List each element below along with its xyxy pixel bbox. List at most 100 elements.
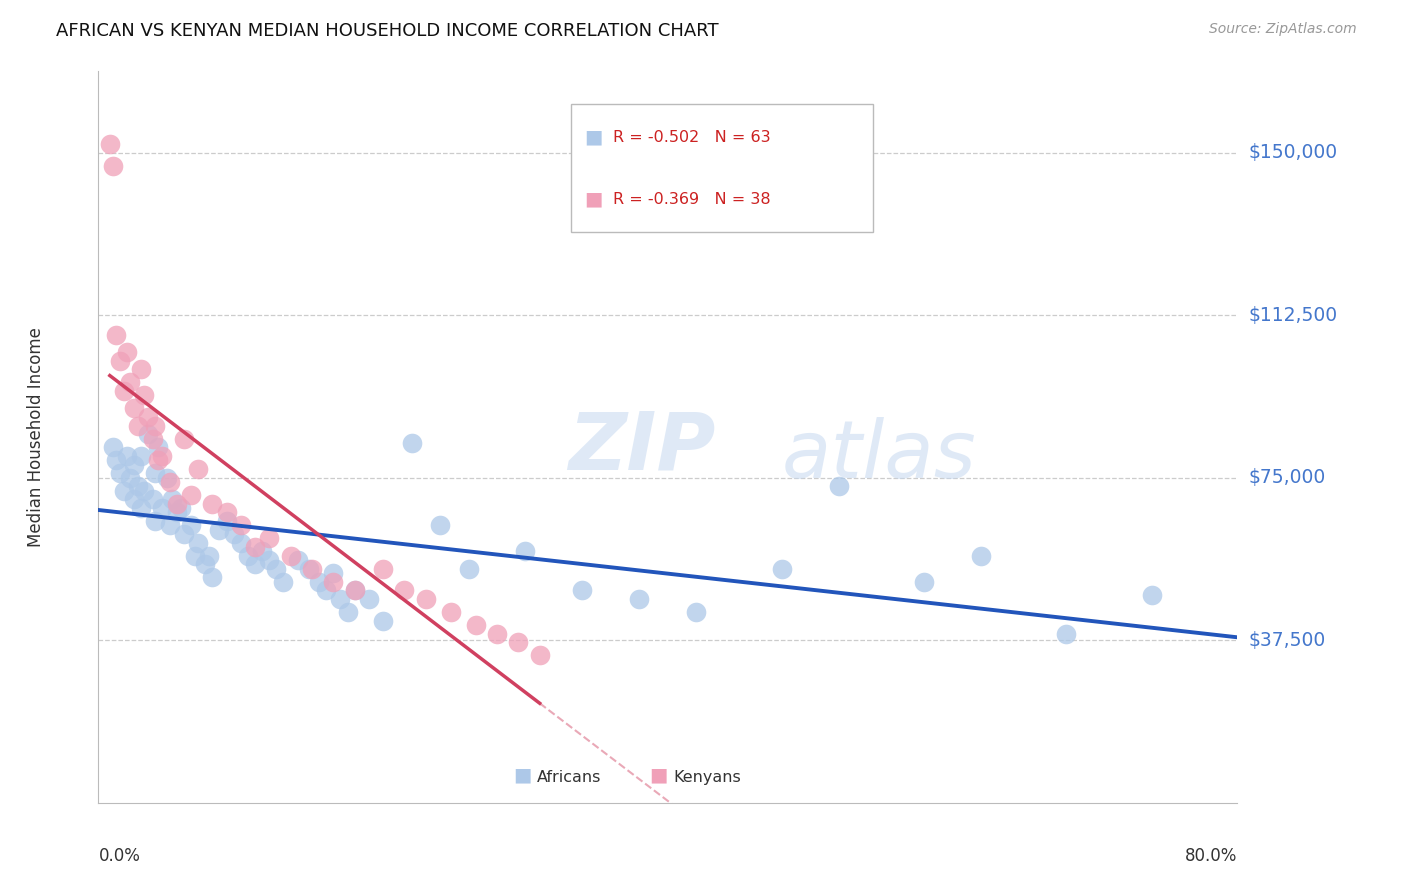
Point	[685, 605, 707, 619]
Point	[166, 505, 188, 519]
Point	[198, 549, 221, 563]
Point	[145, 467, 167, 481]
Point	[173, 527, 195, 541]
Point	[122, 492, 145, 507]
Point	[145, 418, 167, 433]
Point	[141, 492, 163, 507]
Text: Kenyans: Kenyans	[673, 770, 741, 785]
Text: $112,500: $112,500	[1249, 306, 1337, 325]
Text: Africans: Africans	[537, 770, 602, 785]
Point	[343, 583, 366, 598]
Point	[266, 562, 288, 576]
Point	[259, 553, 281, 567]
Point	[194, 558, 217, 572]
Point	[529, 648, 551, 663]
Text: $150,000: $150,000	[1249, 143, 1337, 162]
Point	[243, 558, 266, 572]
Text: 80.0%: 80.0%	[1185, 847, 1237, 864]
Point	[170, 501, 193, 516]
Point	[156, 471, 179, 485]
Point	[184, 549, 207, 563]
Point	[486, 626, 509, 640]
Point	[243, 540, 266, 554]
Point	[129, 362, 152, 376]
Point	[180, 488, 202, 502]
Text: AFRICAN VS KENYAN MEDIAN HOUSEHOLD INCOME CORRELATION CHART: AFRICAN VS KENYAN MEDIAN HOUSEHOLD INCOM…	[56, 22, 718, 40]
Point	[440, 605, 463, 619]
Text: Median Household Income: Median Household Income	[27, 327, 45, 547]
Text: Source: ZipAtlas.com: Source: ZipAtlas.com	[1209, 22, 1357, 37]
Point	[1056, 626, 1078, 640]
Point	[148, 441, 170, 455]
Point	[259, 532, 281, 546]
Point	[236, 549, 259, 563]
Point	[127, 418, 149, 433]
Point	[287, 553, 309, 567]
Point	[104, 453, 127, 467]
Point	[148, 453, 170, 467]
Point	[229, 518, 252, 533]
Point	[457, 562, 479, 576]
Point	[343, 583, 366, 598]
Point	[315, 583, 337, 598]
Point	[112, 483, 135, 498]
Point	[152, 501, 174, 516]
Point	[159, 518, 181, 533]
Text: 0.0%: 0.0%	[98, 847, 141, 864]
Text: ■: ■	[585, 190, 603, 209]
Point	[122, 401, 145, 416]
Point	[912, 574, 935, 589]
Point	[308, 574, 330, 589]
Point	[118, 471, 141, 485]
Point	[508, 635, 530, 649]
Point	[187, 535, 209, 549]
Point	[336, 605, 359, 619]
Point	[222, 527, 245, 541]
Point	[129, 501, 152, 516]
FancyBboxPatch shape	[571, 104, 873, 232]
Point	[250, 544, 273, 558]
Point	[118, 376, 141, 390]
Point	[98, 136, 121, 151]
Point	[394, 583, 416, 598]
Point	[101, 159, 124, 173]
Point	[401, 436, 423, 450]
Text: R = -0.502   N = 63: R = -0.502 N = 63	[613, 129, 770, 145]
Point	[127, 479, 149, 493]
Point	[166, 497, 188, 511]
Text: $75,000: $75,000	[1249, 468, 1326, 487]
Point	[173, 432, 195, 446]
Point	[322, 574, 344, 589]
Point	[152, 449, 174, 463]
Point	[770, 562, 793, 576]
Point	[215, 505, 238, 519]
Point	[112, 384, 135, 398]
Point	[280, 549, 302, 563]
Text: R = -0.369   N = 38: R = -0.369 N = 38	[613, 192, 770, 207]
Point	[464, 618, 486, 632]
Point	[515, 544, 537, 558]
Point	[298, 562, 321, 576]
Point	[132, 483, 155, 498]
Text: atlas: atlas	[782, 417, 977, 495]
Point	[141, 432, 163, 446]
Point	[136, 410, 159, 425]
Point	[329, 592, 352, 607]
Point	[1140, 588, 1163, 602]
Point	[108, 467, 131, 481]
Point	[970, 549, 993, 563]
Text: ■: ■	[513, 765, 531, 785]
Point	[162, 492, 184, 507]
Point	[373, 562, 395, 576]
Point	[373, 614, 395, 628]
Point	[187, 462, 209, 476]
Point	[129, 449, 152, 463]
Point	[229, 535, 252, 549]
Text: $37,500: $37,500	[1249, 631, 1326, 649]
Point	[415, 592, 437, 607]
Text: ■: ■	[585, 128, 603, 146]
Point	[215, 514, 238, 528]
Point	[136, 427, 159, 442]
Point	[132, 388, 155, 402]
Text: ■: ■	[650, 765, 668, 785]
